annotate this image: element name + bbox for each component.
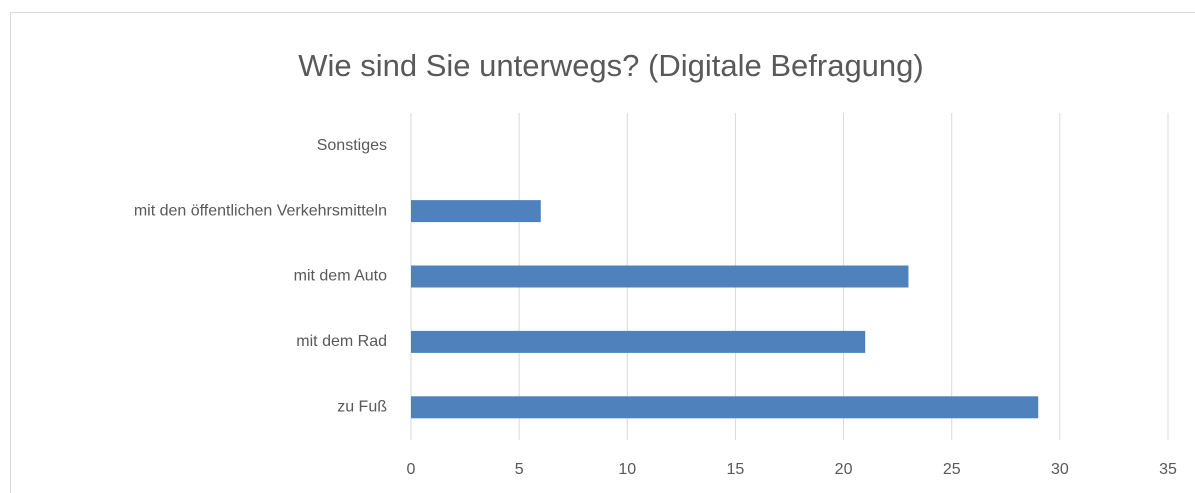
chart-title: Wie sind Sie unterwegs? (Digitale Befrag… xyxy=(298,48,923,83)
x-tick-label: 5 xyxy=(515,461,524,478)
chart-border xyxy=(10,12,1195,493)
x-tick-label: 20 xyxy=(835,461,853,478)
y-tick-label: mit dem Auto xyxy=(294,268,387,285)
bar xyxy=(411,396,1039,419)
x-tick-label: 35 xyxy=(1159,461,1177,478)
bar xyxy=(411,330,866,353)
y-tick-label: Sonstiges xyxy=(317,137,387,154)
x-tick-label: 0 xyxy=(407,461,416,478)
y-tick-label: mit den öffentlichen Verkehrsmitteln xyxy=(134,202,387,219)
x-tick-label: 25 xyxy=(943,461,961,478)
y-tick-label: mit dem Rad xyxy=(296,333,387,350)
bar xyxy=(411,265,909,288)
x-tick-label: 15 xyxy=(727,461,745,478)
x-tick-label: 30 xyxy=(1051,461,1069,478)
y-tick-label: zu Fuß xyxy=(337,399,387,416)
bar xyxy=(411,200,541,223)
x-tick-label: 10 xyxy=(618,461,636,478)
